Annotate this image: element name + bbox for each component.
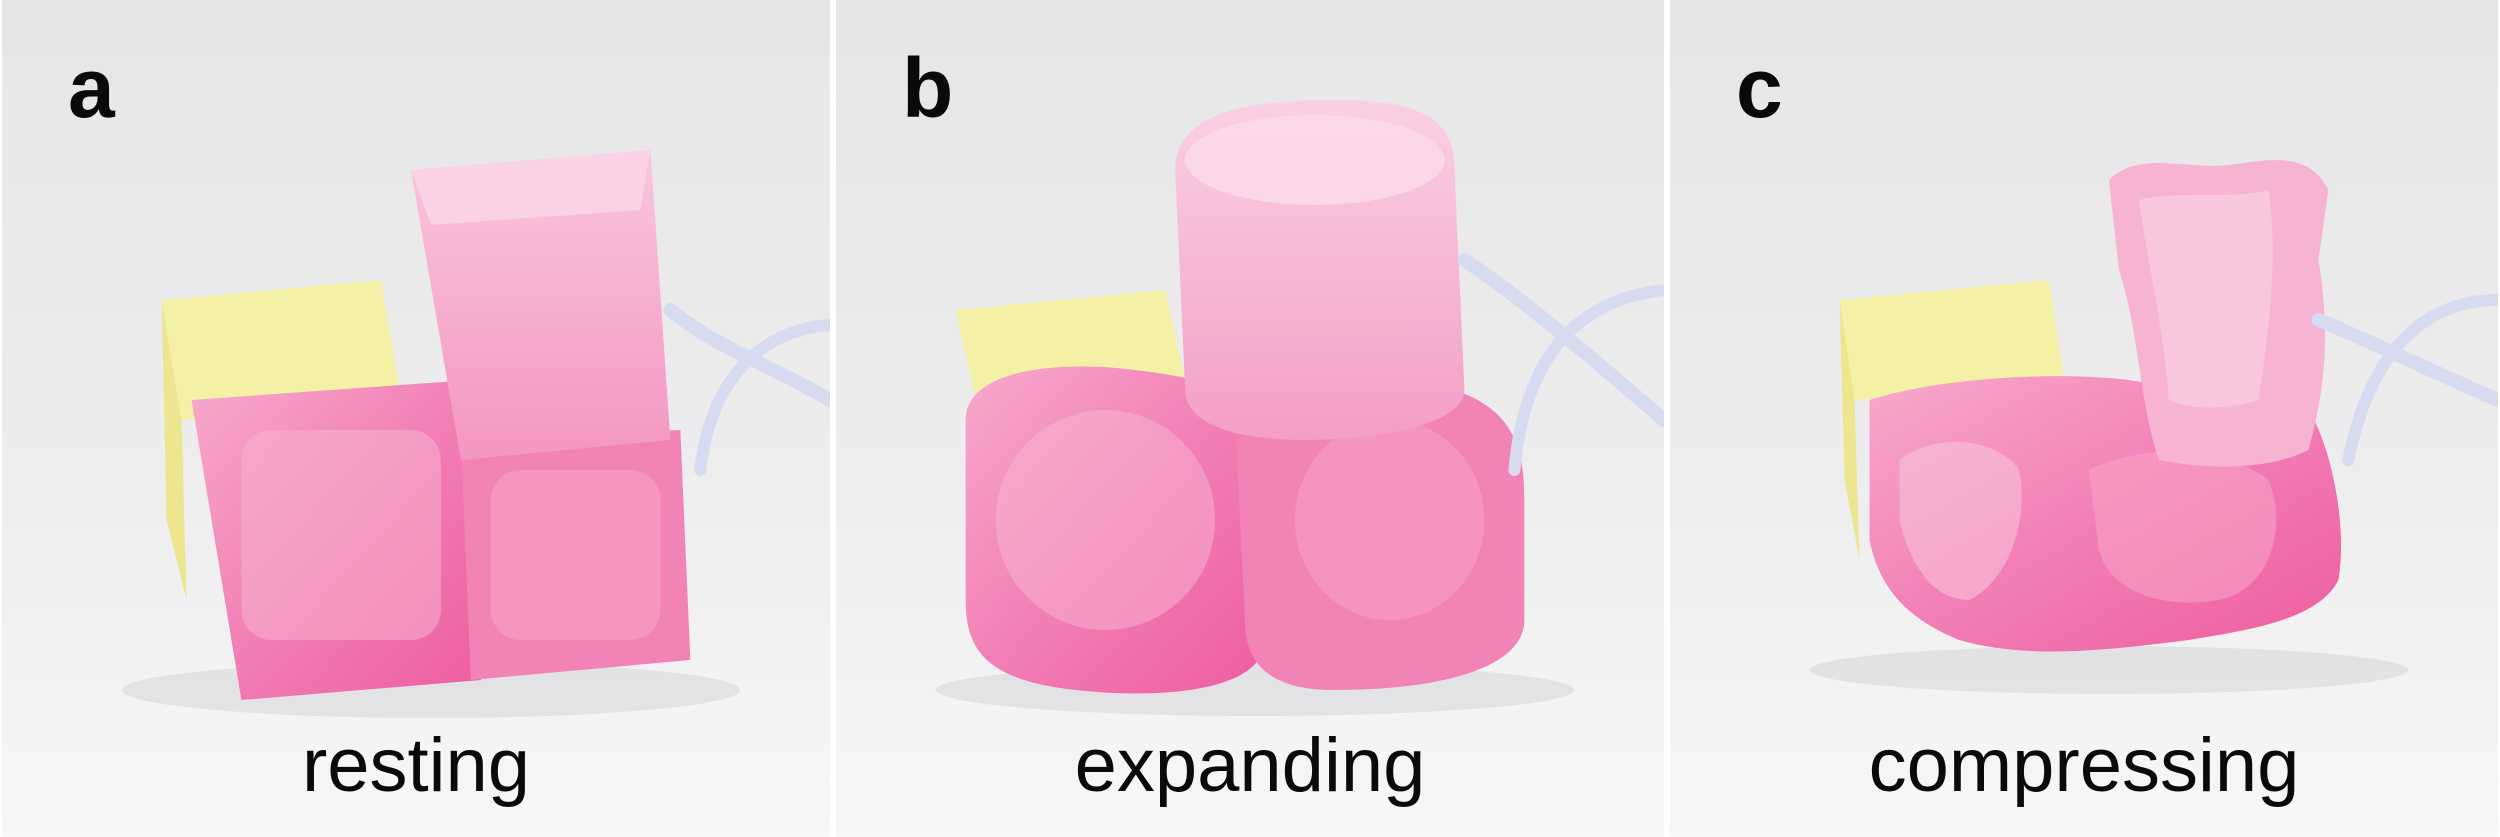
panel-c: c compressing	[1670, 0, 2498, 837]
panel-caption: compressing	[1868, 723, 2300, 808]
photo-expanding	[836, 0, 1664, 837]
panel-b: b expanding	[836, 0, 1664, 837]
panel-a: a resting	[2, 0, 830, 837]
panel-caption: expanding	[1074, 723, 1426, 808]
panel-caption: resting	[301, 723, 531, 808]
panel-letter: a	[68, 41, 115, 135]
photo-compressing	[1670, 0, 2498, 837]
photo-resting	[2, 0, 830, 837]
panel-letter: b	[902, 41, 954, 135]
panel-letter: c	[1736, 41, 1783, 135]
